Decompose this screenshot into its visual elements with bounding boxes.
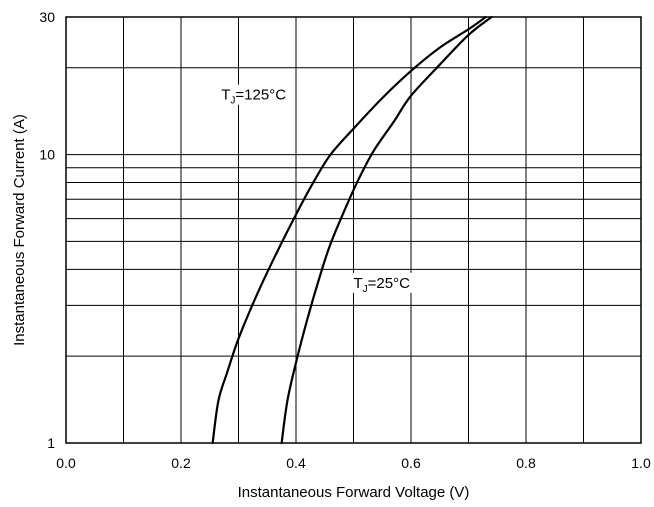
series-line-0 — [211, 15, 487, 445]
series-label-main: T — [354, 275, 363, 292]
x-tick-label: 0.8 — [516, 455, 536, 471]
curves — [211, 15, 493, 445]
curve-labels: TJ=125°CTJ=25°C — [218, 84, 413, 295]
series-label-0: TJ=125°C — [221, 87, 286, 107]
series-label-1: TJ=25°C — [354, 275, 411, 295]
x-axis-label: Instantaneous Forward Voltage (V) — [238, 484, 470, 501]
x-tick-label: 0.4 — [286, 455, 306, 471]
series-label-bg — [350, 272, 413, 293]
series-label-main: T — [221, 87, 230, 104]
x-tick-label: 0.6 — [401, 455, 421, 471]
series-label-bg — [218, 84, 290, 105]
x-tick-label: 0.2 — [171, 455, 191, 471]
series-label-subscript: J — [363, 284, 368, 295]
y-tick-label: 10 — [39, 147, 55, 163]
grid — [65, 16, 642, 444]
plot-frame — [65, 16, 642, 444]
x-tick-labels: 0.0 0.2 0.4 0.6 0.8 1.0 — [56, 455, 651, 471]
y-tick-label: 1 — [47, 435, 55, 451]
x-tick-label: 0.0 — [56, 455, 76, 471]
series-label-subscript: J — [230, 96, 235, 107]
y-tick-labels: 1 10 30 — [39, 9, 55, 451]
y-axis-label: Instantaneous Forward Current (A) — [11, 114, 28, 346]
series-line-1 — [280, 15, 493, 445]
series-label-rest: =25°C — [368, 275, 410, 292]
y-tick-label: 30 — [39, 9, 55, 25]
x-tick-label: 1.0 — [631, 455, 651, 471]
series-label-rest: =125°C — [235, 87, 286, 104]
